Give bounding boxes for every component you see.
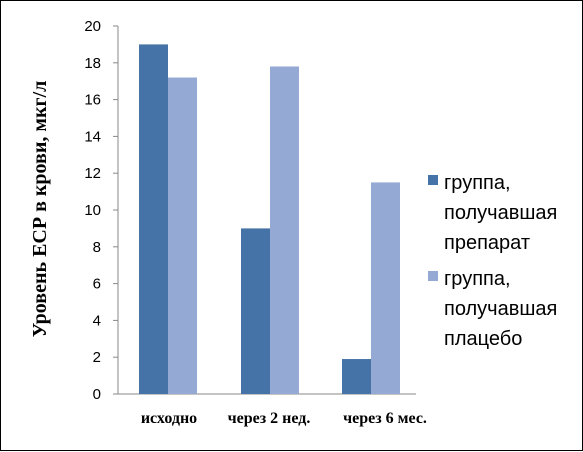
legend: группа, получавшая препарат группа, получавш… (428, 172, 557, 350)
y-tick-label: 20 (84, 18, 101, 35)
category-label: исходно (141, 410, 197, 427)
bar-series2-2 (270, 66, 299, 394)
bars (139, 44, 400, 395)
y-tick-label: 18 (84, 55, 101, 72)
legend-swatch (428, 175, 438, 185)
legend-label: плацебо (444, 328, 522, 350)
y-tick-label: 2 (93, 349, 101, 366)
y-tick-label: 14 (84, 128, 101, 145)
y-tick-label: 4 (93, 312, 101, 329)
category-labels: исходно через 2 нед. через 6 мес. (141, 410, 427, 427)
legend-label: получавшая (444, 298, 557, 320)
bar-series1-1 (139, 44, 168, 395)
y-tick-label: 10 (84, 202, 101, 219)
y-axis-title: Уровень ЕСР в крови, мкг/л (29, 81, 51, 338)
legend-label: группа, (444, 268, 511, 290)
y-tick-label: 0 (93, 386, 101, 403)
legend-label: препарат (444, 232, 530, 254)
category-label: через 6 мес. (343, 410, 427, 427)
legend-label: группа, (444, 172, 511, 194)
bar-series2-3 (371, 182, 400, 394)
bar-series2-1 (168, 77, 197, 395)
y-tick-label: 8 (93, 239, 101, 256)
legend-swatch (428, 271, 438, 281)
legend-label: получавшая (444, 202, 557, 224)
y-ticks: 0 2 4 6 8 10 12 14 16 18 20 (84, 18, 118, 403)
y-tick-label: 16 (84, 92, 101, 109)
y-tick-label: 12 (84, 165, 101, 182)
bar-series1-3 (342, 359, 371, 394)
bar-series1-2 (241, 228, 270, 394)
category-label: через 2 нед. (228, 410, 311, 427)
y-tick-label: 6 (93, 276, 101, 293)
